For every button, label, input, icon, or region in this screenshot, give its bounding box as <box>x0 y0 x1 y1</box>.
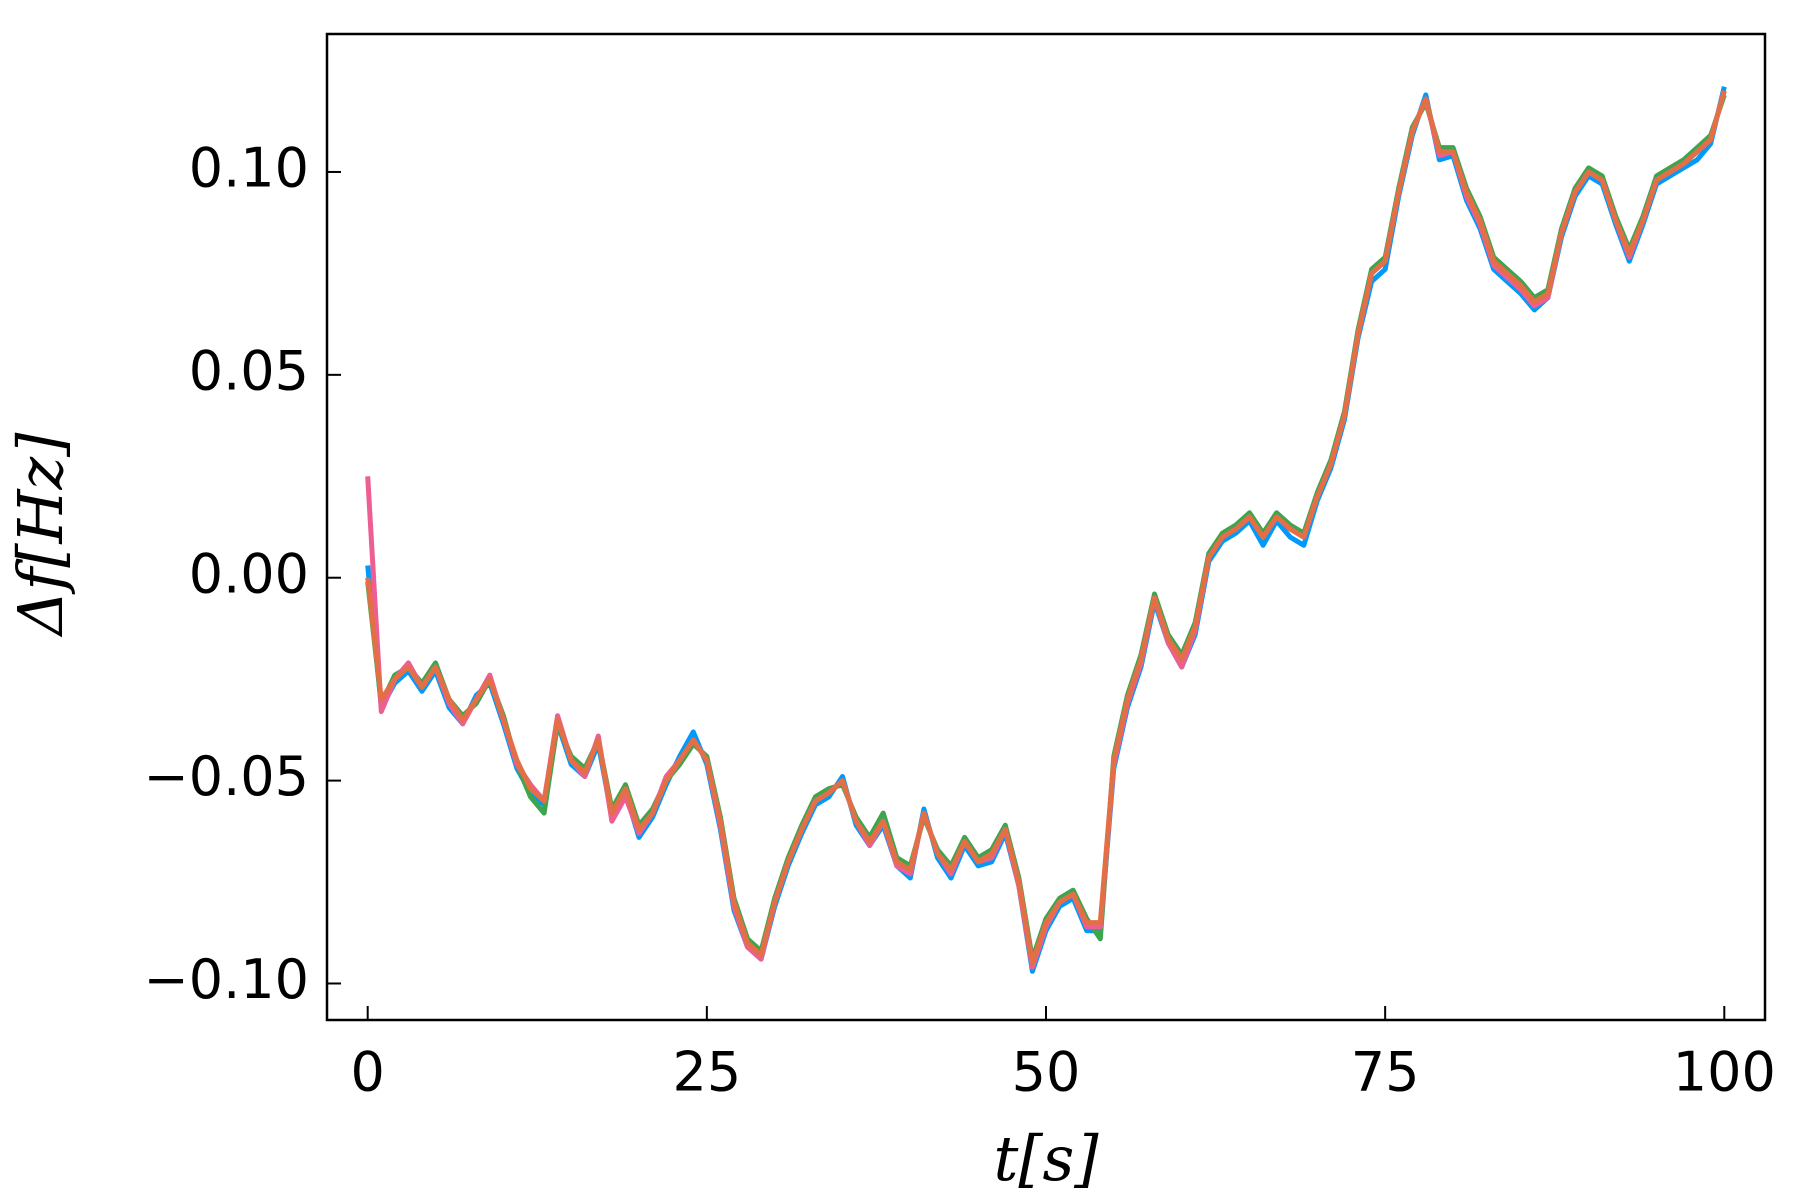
series-line <box>365 86 1727 974</box>
y-tick-label: −0.05 <box>144 745 309 808</box>
y-axis-label: Δf[Hz] <box>4 432 77 638</box>
series-line <box>365 94 1727 962</box>
plot-frame <box>325 32 1767 1022</box>
y-tick-label: 0.00 <box>189 542 309 605</box>
x-tick-label: 100 <box>1673 1041 1776 1104</box>
x-axis-label: t[s] <box>993 1122 1099 1195</box>
y-tick-label: 0.10 <box>189 137 309 200</box>
y-tick-label: 0.05 <box>189 339 309 402</box>
y-tick-label: −0.10 <box>144 948 309 1011</box>
x-tick-label: 0 <box>351 1041 385 1104</box>
series-line <box>365 90 1727 970</box>
x-tick-label: 50 <box>1012 1041 1081 1104</box>
x-tick-label: 25 <box>672 1041 741 1104</box>
series-line <box>365 90 1727 966</box>
x-tick-label: 75 <box>1351 1041 1420 1104</box>
